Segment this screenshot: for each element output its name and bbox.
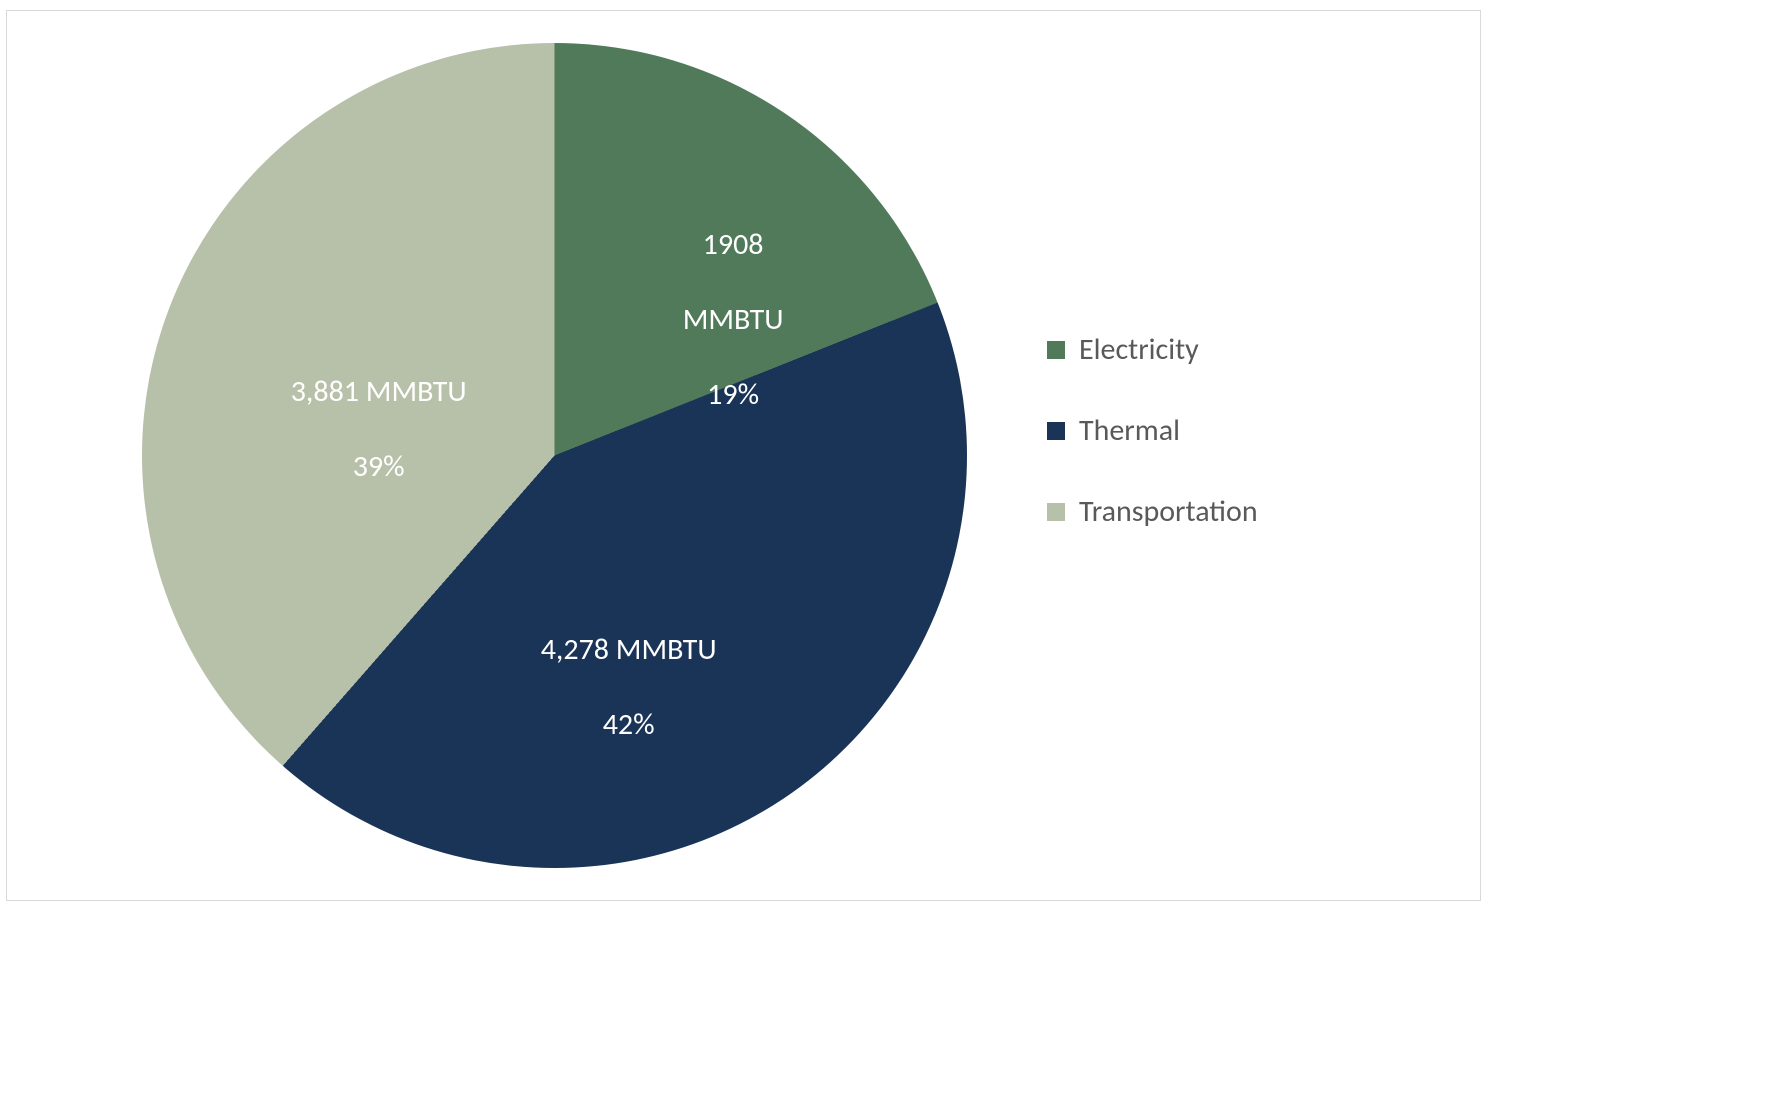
legend-swatch [1047,422,1065,440]
slice-label-line: 19% [707,376,759,413]
slice-label-transportation: 3,881 MMBTU 39% [250,335,467,523]
slice-label-line: 39% [353,448,405,485]
slice-label-line: 1908 [703,226,764,263]
legend-item-thermal: Thermal [1047,412,1258,449]
legend-item-electricity: Electricity [1047,331,1258,368]
slice-label-line: 42% [603,706,655,743]
slice-label-line: 3,881 MMBTU [291,373,467,410]
legend-label: Thermal [1079,412,1180,449]
legend-label: Transportation [1079,493,1258,530]
legend-label: Electricity [1079,331,1199,368]
slice-label-line: MMBTU [683,301,784,338]
slice-label-line: 4,278 MMBTU [541,631,717,668]
legend-item-transportation: Transportation [1047,493,1258,530]
legend: Electricity Thermal Transportation [1047,331,1258,574]
slice-label-thermal: 4,278 MMBTU 42% [500,593,717,781]
chart-frame: 1908 MMBTU 19% 4,278 MMBTU 42% 3,881 MMB… [6,10,1481,901]
legend-swatch [1047,341,1065,359]
pie-chart: 1908 MMBTU 19% 4,278 MMBTU 42% 3,881 MMB… [142,43,967,868]
slice-label-electricity: 1908 MMBTU 19% [642,188,783,451]
legend-swatch [1047,503,1065,521]
